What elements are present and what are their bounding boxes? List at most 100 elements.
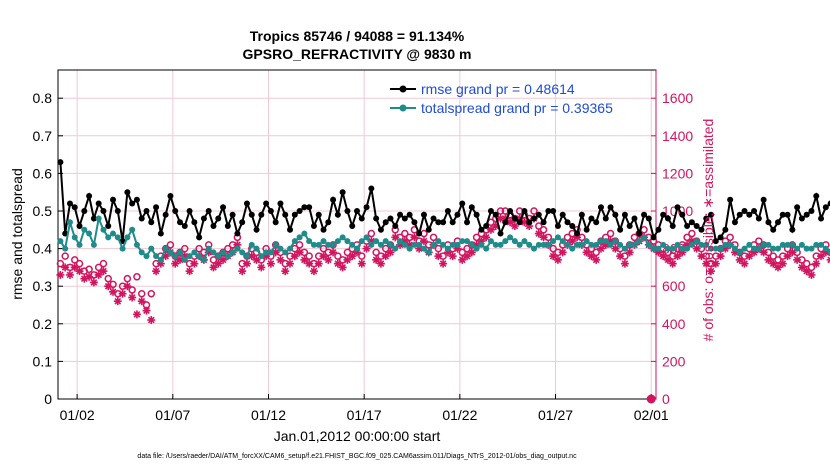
rmse-point <box>746 211 753 218</box>
rmse-point <box>406 211 413 218</box>
obs-assimilated-point <box>61 263 70 272</box>
rmse-point <box>330 196 337 203</box>
rmse-point <box>71 204 78 211</box>
rmse-point <box>516 219 523 226</box>
rmse-point <box>315 211 322 218</box>
rmse-point <box>784 211 791 218</box>
x-ticks: 01/02 01/07 01/12 01/17 01/22 01/27 02/01 <box>60 394 669 423</box>
obs-assimilated-point <box>137 297 146 306</box>
totalspread-point <box>363 234 370 241</box>
totalspread-point <box>153 253 160 260</box>
rmse-point <box>779 211 786 218</box>
obs-possible-point <box>224 244 232 253</box>
rmse-point <box>282 211 289 218</box>
obs-assimilated-point <box>75 267 84 276</box>
obs-assimilated-point <box>707 267 716 276</box>
rmse-point <box>569 223 576 230</box>
totalspread-point <box>507 234 514 241</box>
rmse-point <box>363 204 370 211</box>
obs-possible-point <box>319 244 328 253</box>
obs-assimilated-point <box>410 233 419 242</box>
totalspread-point <box>157 256 164 263</box>
totalspread-point <box>784 241 791 248</box>
obs-possible-point <box>61 252 69 260</box>
rmse-point <box>239 219 246 226</box>
totalspread-point <box>440 241 447 248</box>
rmse-point <box>392 223 399 230</box>
rmse-point <box>411 219 418 226</box>
rmse-point <box>334 211 341 218</box>
totalspread-point <box>224 253 231 260</box>
totalspread-point <box>727 241 734 248</box>
totalspread-point <box>459 238 466 245</box>
rmse-point <box>574 230 581 237</box>
rmse-point <box>172 208 179 214</box>
rmse-point <box>301 204 308 211</box>
obs-assimilated-point <box>329 248 338 257</box>
rmse-point <box>196 234 203 241</box>
y-tick-label-right: 1400 <box>662 128 693 144</box>
totalspread-point <box>468 241 475 248</box>
totalspread-point <box>483 245 490 252</box>
rmse-point <box>645 215 652 222</box>
totalspread-point <box>215 253 222 260</box>
obs-assimilated-point <box>611 244 620 253</box>
obs-assimilated-point <box>314 259 323 268</box>
obs-assimilated-point <box>281 267 290 276</box>
obs-assimilated-point <box>128 293 137 302</box>
obs-possible-point <box>755 237 763 245</box>
rmse-point <box>808 208 815 214</box>
rmse-point <box>602 215 609 222</box>
rmse-point <box>708 211 715 218</box>
obs-assimilated-point <box>376 259 385 268</box>
obs-assimilated-point <box>252 255 261 264</box>
endpoint-assimilated-marker <box>647 395 656 403</box>
totalspread-point <box>186 253 193 260</box>
totalspread-point <box>813 241 820 248</box>
totalspread-point <box>755 245 762 252</box>
rmse-point <box>373 215 380 222</box>
rmse-point <box>435 219 442 226</box>
totalspread-point <box>167 249 174 256</box>
rmse-point <box>358 215 365 222</box>
totalspread-point <box>119 245 126 252</box>
rmse-point <box>535 211 542 218</box>
rmse-point <box>550 208 557 214</box>
totalspread-point <box>554 234 561 241</box>
legend-spread-marker <box>399 104 407 112</box>
obs-assimilated-point <box>123 282 132 291</box>
x-tick-label: 01/27 <box>538 407 573 423</box>
rmse-point <box>765 219 772 226</box>
totalspread-point <box>129 226 136 233</box>
rmse-point <box>420 211 427 218</box>
totalspread-point <box>712 245 719 252</box>
legend-spread-text: totalspread grand pr = 0.39365 <box>421 100 613 116</box>
obs-assimilated-point <box>625 248 634 257</box>
rmse-point <box>774 219 781 226</box>
obs-assimilated-point <box>434 252 443 261</box>
totalspread-point <box>253 245 260 252</box>
rmse-point <box>626 223 633 230</box>
rmse-point <box>712 238 719 245</box>
series-rmse <box>57 159 830 245</box>
totalspread-point <box>564 241 571 248</box>
obs-assimilated-point <box>142 306 151 315</box>
totalspread-point <box>334 238 341 245</box>
rmse-point <box>593 219 600 226</box>
totalspread-point <box>71 234 78 241</box>
rmse-point <box>760 196 767 203</box>
rmse-point <box>698 226 705 233</box>
rmse-point <box>468 204 475 211</box>
obs-possible-point <box>606 229 615 238</box>
obs-possible-point <box>802 259 811 268</box>
totalspread-point <box>703 241 710 248</box>
totalspread-point <box>220 249 227 256</box>
obs-assimilated-point <box>85 272 94 281</box>
rmse-point <box>430 215 437 222</box>
totalspread-point <box>717 245 724 252</box>
obs-assimilated-point <box>826 255 830 264</box>
x-axis-label: Jan.01,2012 00:00:00 start <box>274 428 441 444</box>
obs-possible-point <box>104 274 112 283</box>
obs-possible-point <box>367 229 376 238</box>
totalspread-point <box>492 241 499 248</box>
